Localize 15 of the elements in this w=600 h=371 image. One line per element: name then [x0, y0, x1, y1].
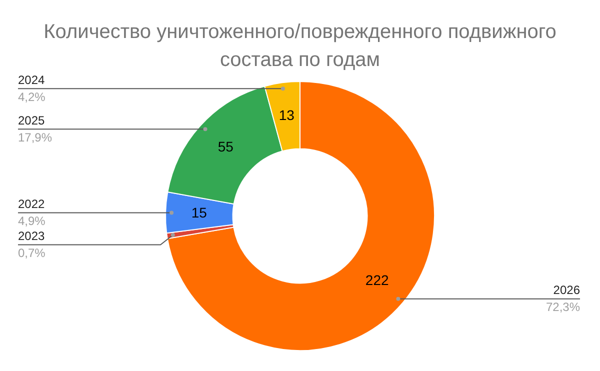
data-label: 55 [218, 138, 234, 155]
text: 4,9% [18, 214, 46, 228]
data-label: 222 [365, 272, 389, 288]
slice-label: 2025 [18, 113, 46, 128]
slice-label: 2024 [18, 72, 46, 87]
text: 72,3% [546, 300, 580, 314]
slice-label: 2026 [553, 283, 580, 298]
chart-title: Количество уничтоженного/поврежденного подвижного состава по годам [42, 20, 558, 73]
data-label: 13 [278, 106, 295, 123]
text: 0,7% [18, 246, 46, 260]
slice-label: 2022 [18, 197, 46, 212]
slice-label: 2023 [18, 229, 46, 244]
text: 17,9% [18, 130, 52, 144]
text: 4,2% [18, 90, 46, 104]
data-label: 15 [191, 204, 208, 220]
